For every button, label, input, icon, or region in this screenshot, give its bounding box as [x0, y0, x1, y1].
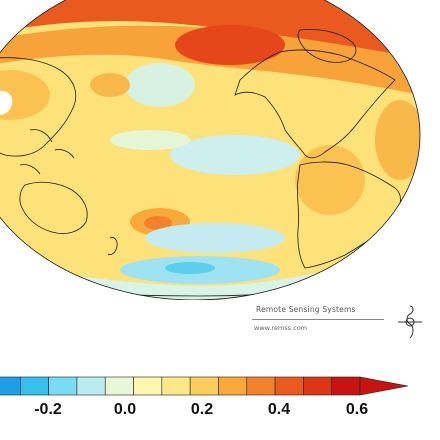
colorbar-segment	[20, 376, 49, 396]
colorbar-tick-label: -0.2	[34, 401, 62, 418]
credit-url: www.remss.com	[254, 324, 307, 332]
colorbar-tick-label: 0.4	[267, 401, 291, 418]
east-pacific-cool	[170, 135, 300, 175]
north-pacific-warm	[90, 73, 130, 97]
colorbar-segment	[303, 376, 332, 396]
colorbar-segment	[104, 376, 134, 396]
globe-map-svg	[0, 0, 421, 300]
north-pacific-cool	[125, 63, 195, 107]
temperature-anomaly-map	[0, 0, 421, 300]
credit-divider	[252, 319, 384, 320]
colorbar-segment	[331, 376, 361, 396]
colorbar-segment	[133, 376, 163, 396]
colorbar-segment	[189, 376, 219, 396]
south-pacific-hot-core	[144, 216, 172, 230]
greenland-coast	[297, 29, 357, 63]
new-zealand-coast	[107, 237, 118, 255]
colorbar-segment	[246, 376, 276, 396]
siberia-hot	[175, 25, 285, 65]
rss-logo-icon	[398, 305, 422, 339]
asia-coast	[0, 57, 77, 157]
north-america-coast	[234, 49, 396, 159]
island-chain	[19, 129, 75, 175]
colorbar	[0, 376, 409, 396]
colorbar-segment	[76, 376, 106, 396]
colorbar-segment	[274, 376, 304, 396]
colorbar-segment	[48, 376, 78, 396]
colorbar-tick-label: 0.0	[113, 401, 137, 418]
antarctic-cold-core	[165, 262, 215, 274]
credit-block: Remote Sensing Systems www.remss.com	[252, 304, 422, 340]
south-cool-patch	[145, 223, 285, 253]
colorbar-arrow	[359, 376, 409, 396]
colorbar-segment	[161, 376, 191, 396]
globe-outline	[0, 0, 421, 300]
ice-patch	[0, 90, 13, 115]
equator-cool	[110, 130, 190, 150]
colorbar-segment	[218, 376, 248, 396]
credit-name: Remote Sensing Systems	[256, 305, 356, 314]
colorbar-tick-label: 0.2	[190, 401, 214, 418]
colorbar-segment	[0, 376, 21, 396]
australia-coast	[19, 181, 88, 234]
colorbar-tick-label: 0.6	[345, 401, 369, 418]
atlantic-warm	[375, 100, 420, 180]
